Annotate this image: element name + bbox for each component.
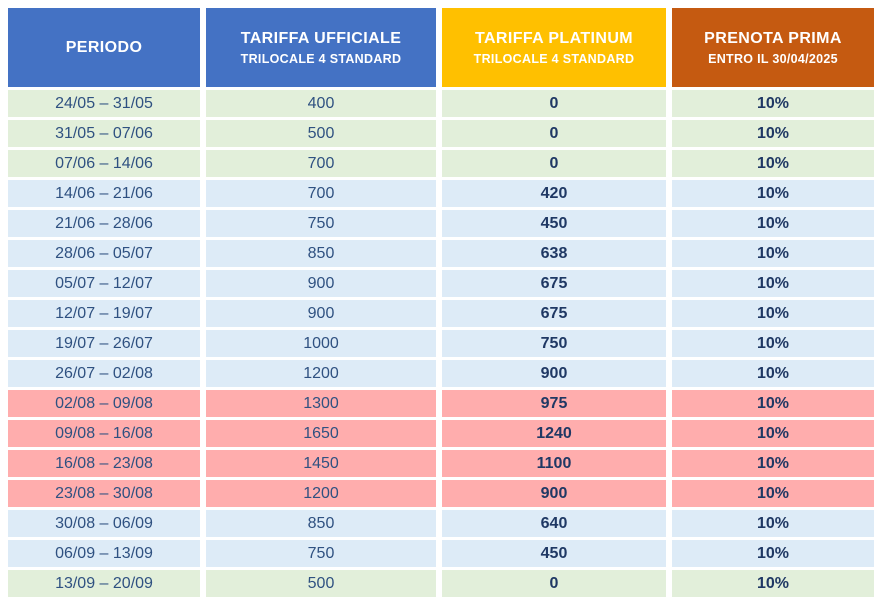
- early-booking-cell: 10%: [672, 510, 874, 537]
- early-booking-cell: 10%: [672, 240, 874, 267]
- period-cell: 28/06 – 05/07: [8, 240, 200, 267]
- platinum-rate-cell: 420: [442, 180, 666, 207]
- official-rate-cell: 500: [206, 120, 436, 147]
- period-cell: 12/07 – 19/07: [8, 300, 200, 327]
- column-subtitle: ENTRO IL 30/04/2025: [708, 51, 838, 66]
- period-cell: 19/07 – 26/07: [8, 330, 200, 357]
- early-booking-cell: 10%: [672, 450, 874, 477]
- early-booking-cell: 10%: [672, 90, 874, 117]
- period-cell: 26/07 – 02/08: [8, 360, 200, 387]
- official-rate-cell: 850: [206, 510, 436, 537]
- column-header-prenota-prima: PRENOTA PRIMA ENTRO IL 30/04/2025: [672, 8, 874, 87]
- period-cell: 09/08 – 16/08: [8, 420, 200, 447]
- column-subtitle: TRILOCALE 4 STANDARD: [240, 51, 402, 66]
- early-booking-cell: 10%: [672, 120, 874, 147]
- official-rate-cell: 700: [206, 150, 436, 177]
- column-title: TARIFFA UFFICIALE: [240, 29, 402, 47]
- platinum-rate-cell: 638: [442, 240, 666, 267]
- early-booking-cell: 10%: [672, 540, 874, 567]
- official-rate-cell: 850: [206, 240, 436, 267]
- official-rate-cell: 400: [206, 90, 436, 117]
- official-rate-cell: 750: [206, 540, 436, 567]
- column-title: PRENOTA PRIMA: [704, 29, 842, 47]
- early-booking-cell: 10%: [672, 330, 874, 357]
- column-subtitle: TRILOCALE 4 STANDARD: [473, 51, 635, 66]
- early-booking-cell: 10%: [672, 150, 874, 177]
- early-booking-cell: 10%: [672, 420, 874, 447]
- early-booking-cell: 10%: [672, 390, 874, 417]
- column-title: TARIFFA PLATINUM: [474, 29, 634, 47]
- platinum-rate-cell: 450: [442, 210, 666, 237]
- period-cell: 30/08 – 06/09: [8, 510, 200, 537]
- platinum-rate-cell: 1240: [442, 420, 666, 447]
- official-rate-cell: 900: [206, 300, 436, 327]
- early-booking-cell: 10%: [672, 570, 874, 597]
- period-cell: 05/07 – 12/07: [8, 270, 200, 297]
- platinum-rate-cell: 0: [442, 90, 666, 117]
- period-cell: 16/08 – 23/08: [8, 450, 200, 477]
- official-rate-cell: 700: [206, 180, 436, 207]
- platinum-rate-cell: 640: [442, 510, 666, 537]
- column-header-periodo: PERIODO: [8, 8, 200, 87]
- early-booking-cell: 10%: [672, 480, 874, 507]
- period-cell: 14/06 – 21/06: [8, 180, 200, 207]
- period-cell: 07/06 – 14/06: [8, 150, 200, 177]
- early-booking-cell: 10%: [672, 360, 874, 387]
- period-cell: 24/05 – 31/05: [8, 90, 200, 117]
- period-cell: 06/09 – 13/09: [8, 540, 200, 567]
- period-cell: 21/06 – 28/06: [8, 210, 200, 237]
- platinum-rate-cell: 0: [442, 570, 666, 597]
- official-rate-cell: 1200: [206, 360, 436, 387]
- platinum-rate-cell: 750: [442, 330, 666, 357]
- platinum-rate-cell: 1100: [442, 450, 666, 477]
- platinum-rate-cell: 450: [442, 540, 666, 567]
- early-booking-cell: 10%: [672, 180, 874, 207]
- platinum-rate-cell: 975: [442, 390, 666, 417]
- column-header-tariffa-ufficiale: TARIFFA UFFICIALE TRILOCALE 4 STANDARD: [206, 8, 436, 87]
- period-cell: 13/09 – 20/09: [8, 570, 200, 597]
- official-rate-cell: 1650: [206, 420, 436, 447]
- early-booking-cell: 10%: [672, 270, 874, 297]
- platinum-rate-cell: 675: [442, 300, 666, 327]
- column-title: PERIODO: [65, 38, 143, 56]
- official-rate-cell: 1000: [206, 330, 436, 357]
- platinum-rate-cell: 0: [442, 150, 666, 177]
- official-rate-cell: 900: [206, 270, 436, 297]
- early-booking-cell: 10%: [672, 210, 874, 237]
- period-cell: 31/05 – 07/06: [8, 120, 200, 147]
- platinum-rate-cell: 675: [442, 270, 666, 297]
- platinum-rate-cell: 0: [442, 120, 666, 147]
- official-rate-cell: 1450: [206, 450, 436, 477]
- period-cell: 23/08 – 30/08: [8, 480, 200, 507]
- official-rate-cell: 500: [206, 570, 436, 597]
- column-header-tariffa-platinum: TARIFFA PLATINUM TRILOCALE 4 STANDARD: [442, 8, 666, 87]
- official-rate-cell: 750: [206, 210, 436, 237]
- official-rate-cell: 1300: [206, 390, 436, 417]
- platinum-rate-cell: 900: [442, 360, 666, 387]
- period-cell: 02/08 – 09/08: [8, 390, 200, 417]
- platinum-rate-cell: 900: [442, 480, 666, 507]
- official-rate-cell: 1200: [206, 480, 436, 507]
- early-booking-cell: 10%: [672, 300, 874, 327]
